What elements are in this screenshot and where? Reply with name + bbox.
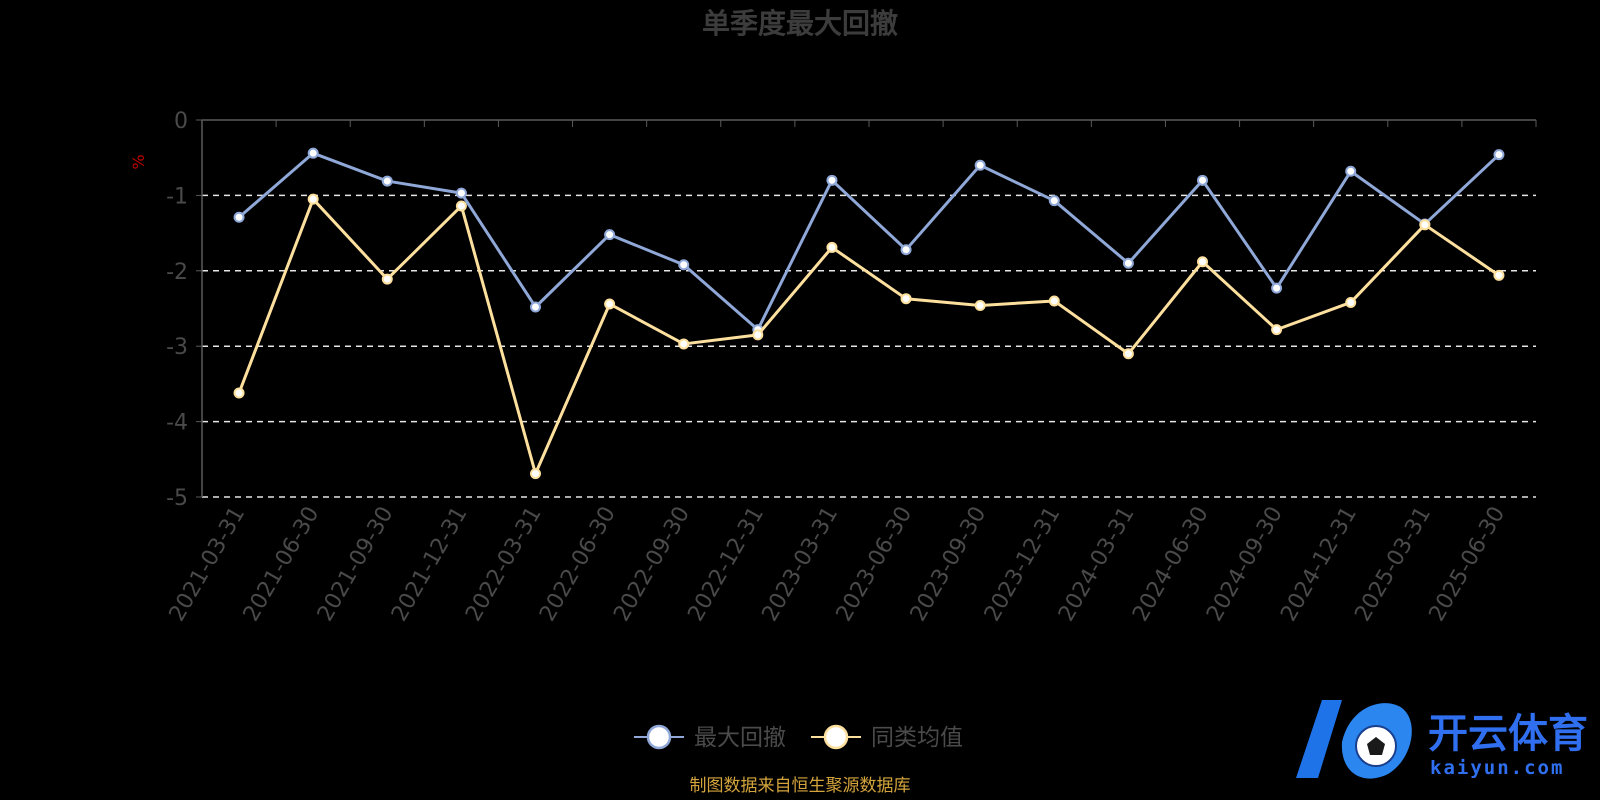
- data-point-1-7: [752, 329, 764, 341]
- y-axis-unit: %: [129, 154, 148, 169]
- x-tick-label-17: 2025-06-30: [1425, 503, 1511, 626]
- chart-title: 单季度最大回撤: [702, 7, 898, 40]
- y-tick-label-2: -2: [166, 260, 188, 285]
- y-tick-label-1: -1: [166, 184, 188, 209]
- data-point-1-9: [900, 293, 912, 305]
- data-point-1-17: [1493, 269, 1505, 281]
- x-tick-label-11: 2023-12-31: [980, 503, 1066, 626]
- x-tick-label-16: 2025-03-31: [1350, 503, 1436, 626]
- data-point-0-17: [1493, 149, 1505, 161]
- data-point-0-10: [974, 159, 986, 171]
- data-point-0-11: [1048, 195, 1060, 207]
- data-point-1-11: [1048, 295, 1060, 307]
- x-tick-label-5: 2022-06-30: [535, 503, 621, 626]
- x-tick-label-4: 2022-03-31: [461, 503, 547, 626]
- data-point-1-10: [974, 299, 986, 311]
- data-point-0-9: [900, 244, 912, 256]
- data-point-1-5: [604, 298, 616, 310]
- series-layer: [233, 147, 1505, 480]
- x-tick-label-8: 2023-03-31: [758, 503, 844, 626]
- x-tick-label-10: 2023-09-30: [906, 503, 992, 626]
- x-tick-label-15: 2024-12-31: [1276, 503, 1362, 626]
- y-tick-label-5: -5: [166, 486, 188, 511]
- y-tick-label-4: -4: [166, 411, 188, 436]
- data-point-0-1: [307, 147, 319, 159]
- data-point-1-13: [1197, 256, 1208, 268]
- data-point-0-15: [1345, 165, 1357, 177]
- data-point-0-12: [1122, 257, 1134, 269]
- axes: [196, 119, 1537, 498]
- kaiyun-logo-icon: [1296, 700, 1412, 779]
- data-point-1-14: [1271, 324, 1283, 336]
- brand-logo: 开云体育 kaiyun.com: [1296, 700, 1588, 779]
- x-tick-label-2: 2021-09-30: [313, 503, 399, 626]
- data-point-1-3: [455, 200, 467, 212]
- data-point-1-15: [1345, 296, 1357, 308]
- data-point-1-8: [826, 241, 838, 253]
- data-point-1-6: [678, 338, 690, 350]
- x-tick-label-13: 2024-06-30: [1128, 503, 1214, 626]
- data-point-1-4: [530, 468, 541, 480]
- series-0: [233, 147, 1505, 336]
- data-point-1-0: [233, 387, 245, 399]
- series-1: [233, 193, 1505, 480]
- data-point-0-6: [678, 259, 690, 271]
- legend[interactable]: 最大回撤 同类均值: [634, 724, 963, 751]
- grid-lines: [202, 194, 1536, 498]
- legend-label-drawdown: 最大回撤: [694, 725, 786, 751]
- y-tick-label-3: -3: [166, 335, 188, 360]
- x-tick-label-9: 2023-06-30: [832, 503, 918, 626]
- data-point-1-12: [1122, 348, 1134, 360]
- data-point-0-8: [826, 174, 838, 186]
- legend-item-peer-average[interactable]: 同类均值: [811, 724, 963, 751]
- series-line-1: [237, 197, 1500, 476]
- x-tick-label-7: 2022-12-31: [683, 503, 769, 626]
- data-point-0-4: [530, 301, 541, 313]
- legend-label-peer-average: 同类均值: [871, 725, 963, 751]
- x-tick-label-14: 2024-09-30: [1202, 503, 1288, 626]
- x-tick-label-0: 2021-03-31: [165, 503, 251, 626]
- logo-domain: kaiyun.com: [1430, 757, 1564, 779]
- x-tick-labels: 2021-03-312021-06-302021-09-302021-12-31…: [165, 503, 1510, 626]
- legend-item-drawdown[interactable]: 最大回撤: [634, 724, 786, 751]
- x-tick-label-6: 2022-09-30: [609, 503, 695, 626]
- data-point-0-5: [604, 229, 616, 241]
- data-point-1-16: [1419, 219, 1431, 231]
- x-tick-label-12: 2024-03-31: [1054, 503, 1140, 626]
- series-line-0: [238, 151, 1500, 332]
- data-point-1-2: [381, 273, 393, 285]
- x-tick-label-3: 2021-12-31: [387, 503, 473, 626]
- data-point-0-14: [1271, 282, 1283, 294]
- data-point-0-3: [455, 187, 467, 199]
- y-tick-label-0: 0: [174, 109, 188, 134]
- data-point-0-0: [233, 211, 245, 223]
- data-point-0-2: [381, 175, 393, 187]
- source-note: 制图数据来自恒生聚源数据库: [690, 776, 911, 796]
- data-point-0-13: [1197, 174, 1208, 186]
- y-tick-labels: 0 -1 -2 -3 -4 -5: [166, 109, 188, 511]
- logo-brand-name: 开云体育: [1428, 711, 1588, 757]
- data-point-1-1: [307, 193, 319, 205]
- x-tick-label-1: 2021-06-30: [239, 503, 325, 626]
